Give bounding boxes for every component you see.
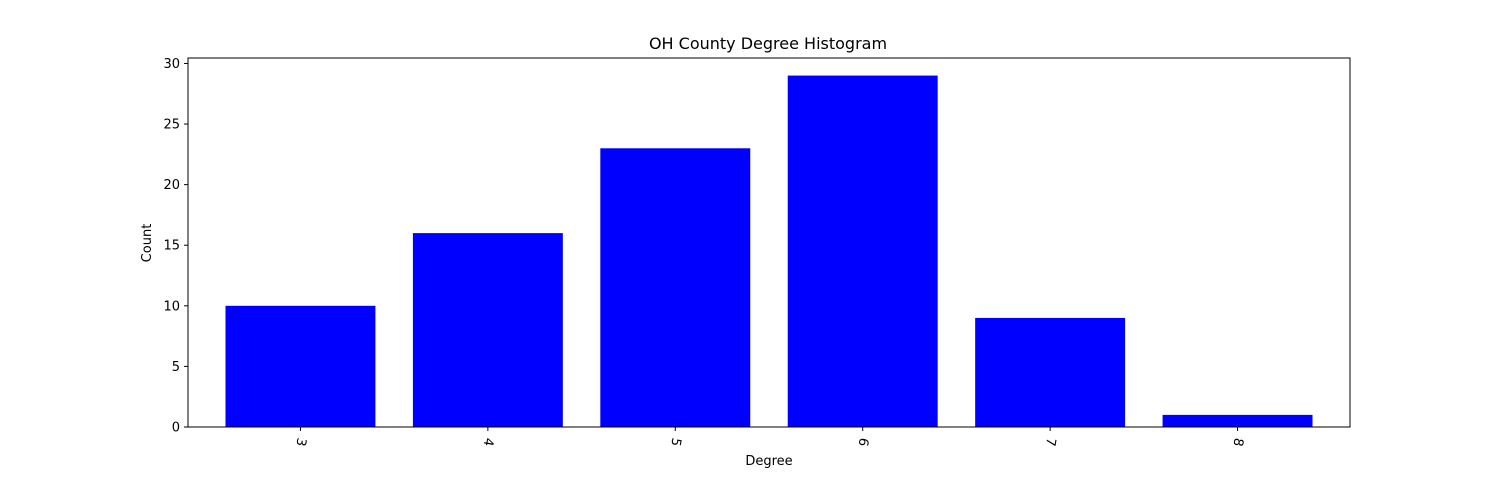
y-tick-label: 30 [163,57,180,72]
x-tick-label: 5 [667,437,683,448]
bars-group [225,75,1313,428]
bar-degree-7 [975,317,1126,427]
bar-degree-6 [787,75,938,428]
y-tick-label: 20 [163,178,180,193]
y-tick-label: 10 [163,299,180,314]
y-axis-label: Count [140,224,155,263]
x-tick-label: 7 [1042,437,1058,448]
x-tick-label: 6 [855,437,871,448]
plot-frame [187,57,1351,428]
bar-degree-5 [600,148,751,427]
bar-degree-8 [1162,414,1313,427]
x-tick-label: 8 [1229,437,1245,448]
y-tick-label: 25 [163,118,180,133]
bar-degree-4 [412,233,563,427]
chart-title: OH County Degree Histogram [649,34,887,53]
y-axis: 0 5 10 15 20 25 30 [163,57,188,436]
bar-degree-3 [225,305,376,427]
y-tick-label: 0 [172,421,180,436]
x-axis-label: Degree [745,454,792,469]
x-tick-label: 3 [292,437,308,448]
x-axis: 3 4 5 6 7 8 [292,427,1246,448]
y-tick-label: 15 [163,239,180,254]
x-tick-label: 4 [480,437,496,448]
y-tick-label: 5 [172,360,180,375]
